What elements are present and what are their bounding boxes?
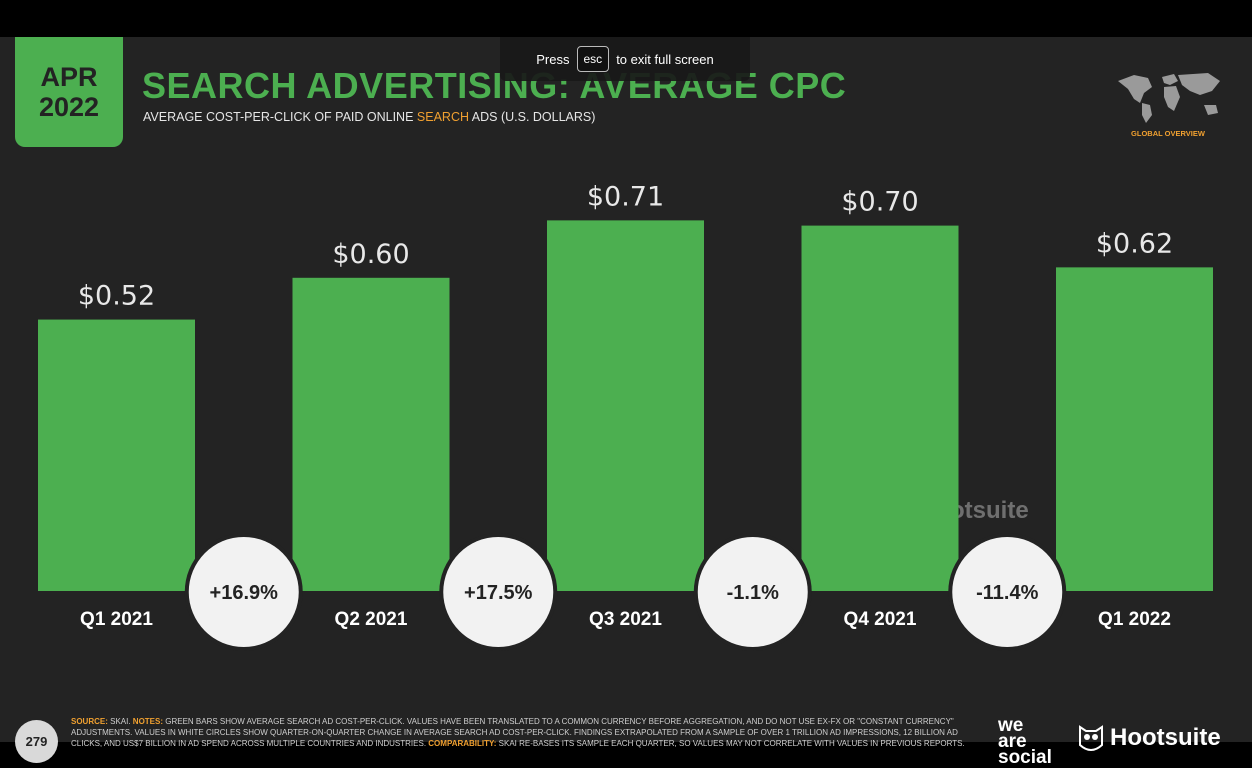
change-label-3: -1.1% xyxy=(727,582,779,604)
logo-we: we xyxy=(998,715,1024,736)
owl-icon xyxy=(1079,725,1103,751)
category-label-3: Q3 2021 xyxy=(589,609,662,630)
comparability-text: SKAI RE-BASES ITS SAMPLE EACH QUARTER, S… xyxy=(496,739,965,748)
category-label-1: Q1 2021 xyxy=(80,609,153,630)
subtitle-highlight: SEARCH xyxy=(416,110,469,124)
category-label-5: Q1 2022 xyxy=(1098,609,1171,630)
comparability-key: COMPARABILITY: xyxy=(428,739,497,748)
change-circle-2 xyxy=(443,537,554,647)
fullscreen-exit-overlay: Press esc to exit full screen xyxy=(500,37,750,81)
hootsuite-logo: Hootsuite xyxy=(1078,723,1221,753)
bar-value-label-3: $0.71 xyxy=(587,181,664,212)
global-overview-label: GLOBAL OVERVIEW xyxy=(1131,129,1205,138)
change-circle-1 xyxy=(188,537,299,647)
page-subtitle: AVERAGE COST-PER-CLICK OF PAID ONLINE SE… xyxy=(143,110,595,124)
hootsuite-text: Hootsuite xyxy=(1110,724,1221,751)
bar-2 xyxy=(292,277,450,591)
bar-3 xyxy=(547,220,704,591)
source-text: SKAI. xyxy=(107,717,133,726)
bar-1 xyxy=(38,319,195,591)
category-label-4: Q4 2021 xyxy=(844,609,917,630)
logo-are: are xyxy=(998,731,1027,752)
bar-value-label-4: $0.70 xyxy=(841,187,918,218)
badge-year: 2022 xyxy=(38,92,100,122)
change-label-2: +17.5% xyxy=(464,582,533,604)
footer-notes: SOURCE: SKAI. NOTES: GREEN BARS SHOW AVE… xyxy=(71,716,971,749)
change-circle-3 xyxy=(697,537,808,647)
bar-value-label-1: $0.52 xyxy=(78,281,155,312)
notes-text: GREEN BARS SHOW AVERAGE SEARCH AD COST-P… xyxy=(71,717,958,748)
badge-month: APR xyxy=(40,62,98,92)
subtitle-part-1: AVERAGE COST-PER-CLICK OF PAID ONLINE xyxy=(143,110,417,124)
bar-4 xyxy=(801,225,959,591)
subtitle-part-2: ADS (U.S. DOLLARS) xyxy=(469,110,596,124)
date-badge: APR 2022 xyxy=(15,37,123,147)
notes-key: NOTES: xyxy=(132,717,164,726)
overlay-rest: to exit full screen xyxy=(616,51,714,67)
esc-key[interactable]: esc xyxy=(576,46,610,72)
change-label-4: -11.4% xyxy=(976,582,1038,604)
change-label-1: +16.9% xyxy=(210,582,279,604)
bar-value-label-5: $0.62 xyxy=(1096,228,1173,259)
category-label-2: Q2 2021 xyxy=(335,609,408,630)
source-key: SOURCE: xyxy=(71,717,108,726)
bar-value-label-2: $0.60 xyxy=(332,239,409,270)
change-circle-4 xyxy=(952,537,1063,647)
bar-5 xyxy=(1056,267,1213,591)
world-map-icon xyxy=(1118,73,1220,123)
overlay-press: Press xyxy=(536,51,570,67)
